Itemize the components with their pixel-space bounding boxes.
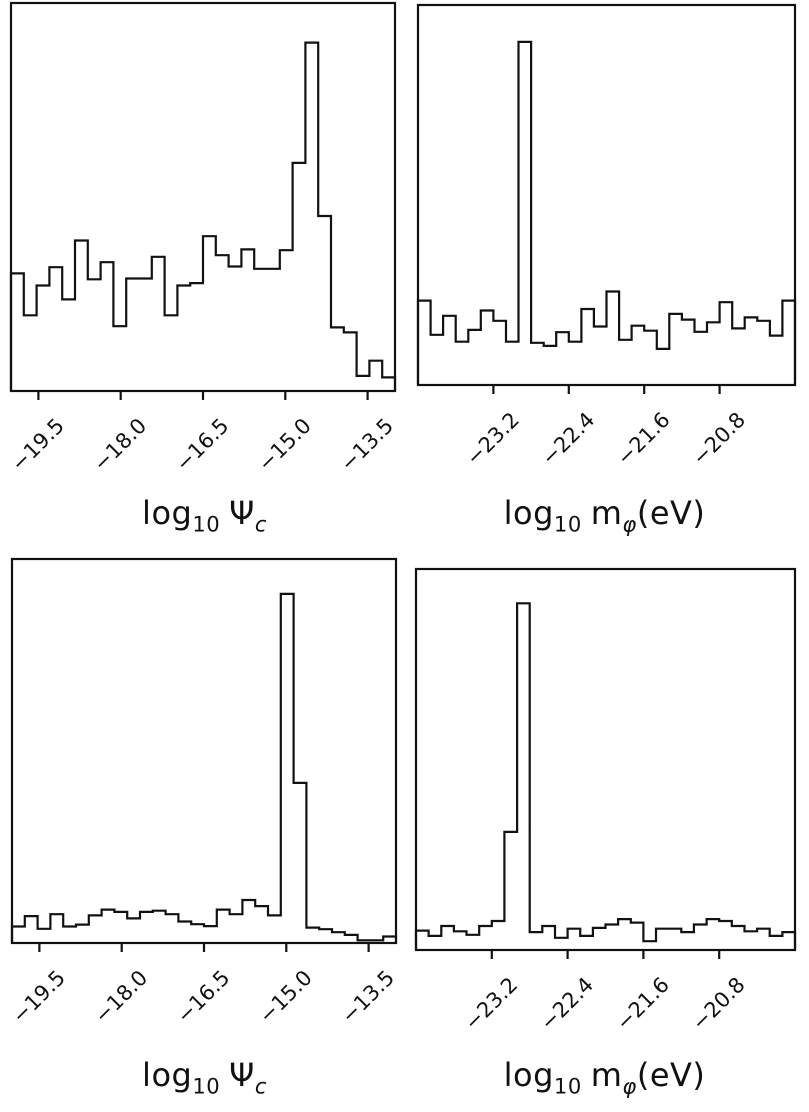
histogram-bottom-left-psi-plot: −19.5 −18.0 −16.5 −15.0 −13.5 xyxy=(7,557,399,1028)
xlabel-var: Ψ xyxy=(229,1056,255,1094)
xlabel-var-sub: c xyxy=(254,511,267,537)
xlabel-fn-sub: 10 xyxy=(192,511,221,537)
x-tick-label: −23.2 xyxy=(460,973,522,1035)
histogram-step-line xyxy=(10,592,398,943)
xlabel-fn-sub: 10 xyxy=(192,1073,221,1099)
x-tick-label: −18.0 xyxy=(90,966,152,1028)
x-tick-label: −15.0 xyxy=(253,414,315,476)
x-tick-label: −21.6 xyxy=(612,408,674,470)
axes-box xyxy=(10,557,398,945)
histogram-top-left-psi-plot: −19.5 −18.0 −16.5 −15.0 −13.5 xyxy=(6,1,398,476)
x-tick-label: −19.5 xyxy=(6,414,68,476)
x-tick-label: −20.8 xyxy=(688,408,750,470)
xlabel-fn-sub: 10 xyxy=(553,1073,582,1099)
xlabel-top-left: log10 Ψc xyxy=(0,494,409,534)
xlabel-fn: log xyxy=(503,1056,554,1094)
axes-box xyxy=(414,567,797,952)
x-tick-label: −13.5 xyxy=(336,414,398,476)
x-tick-label: −15.0 xyxy=(254,966,316,1028)
xlabel-suffix: (eV) xyxy=(636,1056,706,1094)
x-tick-label: −22.4 xyxy=(536,973,598,1035)
xlabel-bottom-left: log10 Ψc xyxy=(0,1056,409,1096)
axes-box xyxy=(9,1,397,393)
x-tick-label: −18.0 xyxy=(89,414,151,476)
histogram-top-right-mass-plot: −23.2 −22.4 −21.6 −20.8 xyxy=(416,3,797,470)
x-tick-label: −19.5 xyxy=(7,966,69,1028)
x-tick-label: −20.8 xyxy=(687,973,749,1035)
axes-box xyxy=(416,3,797,387)
xlabel-var: m xyxy=(590,1056,623,1094)
panel-bottom-right: −23.2 −22.4 −21.6 −20.8 log10 mφ(eV) xyxy=(400,556,809,1112)
histogram-step-line xyxy=(414,602,797,950)
xlabel-var: Ψ xyxy=(229,494,255,532)
x-tick-label: −22.4 xyxy=(537,408,599,470)
panel-top-left: −19.5 −18.0 −16.5 −15.0 −13.5 log10 Ψc xyxy=(0,0,409,556)
histogram-bottom-right-mass-plot: −23.2 −22.4 −21.6 −20.8 xyxy=(414,567,797,1035)
xlabel-suffix: (eV) xyxy=(636,494,706,532)
xlabel-var: m xyxy=(590,494,623,532)
xlabel-top-right: log10 mφ(eV) xyxy=(400,494,809,534)
xlabel-fn-sub: 10 xyxy=(553,511,582,537)
xlabel-var-sub: c xyxy=(254,1073,267,1099)
panel-top-right: −23.2 −22.4 −21.6 −20.8 log10 mφ(eV) xyxy=(400,0,809,556)
panel-bottom-left: −19.5 −18.0 −16.5 −15.0 −13.5 log10 Ψc xyxy=(0,556,409,1112)
histogram-step-line xyxy=(9,41,397,391)
xlabel-var-sub: φ xyxy=(622,1073,637,1099)
x-tick-label: −13.5 xyxy=(337,966,399,1028)
x-tick-label: −16.5 xyxy=(172,966,234,1028)
x-tick-label: −21.6 xyxy=(611,973,673,1035)
xlabel-fn: log xyxy=(142,494,193,532)
xlabel-var-sub: φ xyxy=(622,511,637,537)
histogram-step-line xyxy=(416,40,797,385)
x-tick-label: −23.2 xyxy=(461,408,523,470)
xlabel-bottom-right: log10 mφ(eV) xyxy=(400,1056,809,1096)
x-tick-label: −16.5 xyxy=(171,414,233,476)
xlabel-fn: log xyxy=(503,494,554,532)
xlabel-fn: log xyxy=(142,1056,193,1094)
